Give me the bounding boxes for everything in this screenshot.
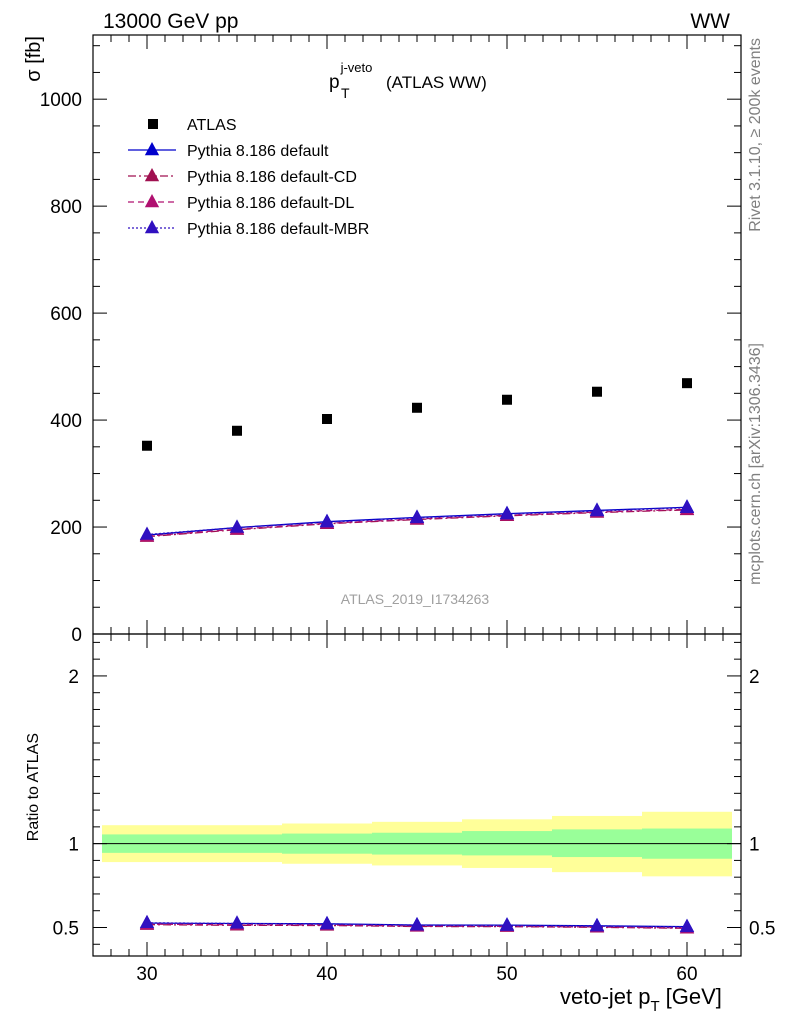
legend-swatch-marker bbox=[144, 193, 160, 208]
plot-title: pj-veto bbox=[329, 60, 372, 93]
x-tick-label: 60 bbox=[676, 964, 697, 985]
ratio-y-tick-label-right: 2 bbox=[749, 667, 760, 688]
legend: ATLAS Pythia 8.186 default Pythia 8.186 de… bbox=[128, 117, 369, 238]
rivet-label: Rivet 3.1.10, ≥ 200k events bbox=[747, 38, 764, 232]
legend-label: Pythia 8.186 default-DL bbox=[187, 195, 354, 212]
plot-title-sub: T bbox=[341, 85, 350, 101]
main-series-markers bbox=[139, 378, 695, 542]
data-point-atlas bbox=[142, 440, 152, 451]
ratio-y-tick-label-right: 1 bbox=[749, 835, 760, 856]
data-point-pythia bbox=[229, 519, 245, 533]
legend-label: Pythia 8.186 default-CD bbox=[187, 169, 357, 186]
x-axis-label: veto-jet pT [GeV] bbox=[560, 984, 722, 1015]
y-tick-label: 600 bbox=[50, 304, 82, 325]
ratio-data-point bbox=[319, 916, 335, 930]
ratio-y-tick-label: 2 bbox=[68, 667, 79, 688]
x-axis-label-unit: [GeV] bbox=[666, 984, 722, 1009]
ratio-data-point bbox=[589, 918, 605, 932]
ratio-data-point bbox=[679, 918, 695, 933]
legend-swatch-marker bbox=[144, 167, 160, 182]
ratio-uncertainty-bands bbox=[93, 811, 741, 877]
y-tick-label: 1000 bbox=[40, 90, 82, 111]
x-tick-label: 30 bbox=[136, 964, 157, 985]
y-tick-label: 400 bbox=[50, 411, 82, 432]
data-point-pythia bbox=[679, 499, 695, 513]
legend-swatch-marker bbox=[144, 219, 160, 234]
x-tick-label: 40 bbox=[316, 964, 337, 985]
data-point-pythia bbox=[499, 506, 515, 520]
ratio-y-tick-label-right: 0.5 bbox=[749, 918, 775, 939]
legend-entry: Pythia 8.186 default-MBR bbox=[128, 219, 369, 238]
data-point-atlas bbox=[592, 386, 602, 397]
x-axis-label-sub: T bbox=[651, 998, 660, 1015]
legend-label: Pythia 8.186 default-MBR bbox=[187, 221, 369, 238]
ratio-data-point bbox=[409, 917, 425, 931]
data-point-pythia bbox=[319, 514, 335, 528]
data-point-atlas bbox=[682, 378, 692, 389]
ratio-y-axis-label: Ratio to ATLAS bbox=[25, 733, 42, 841]
main-y-axis-label: σ [fb] bbox=[23, 36, 45, 82]
mcplots-label: mcplots.cern.ch [arXiv:1306.3436] bbox=[747, 343, 764, 585]
y-tick-label: 0 bbox=[71, 625, 82, 646]
legend-entry: ATLAS bbox=[148, 117, 237, 134]
data-point-atlas bbox=[502, 394, 512, 405]
ratio-data-point bbox=[139, 914, 155, 928]
ratio-data-point bbox=[229, 915, 245, 929]
x-tick-label: 50 bbox=[496, 964, 517, 985]
legend-label: Pythia 8.186 default bbox=[187, 143, 329, 160]
data-point-pythia bbox=[139, 526, 155, 540]
data-point-pythia bbox=[589, 502, 605, 517]
legend-entry: Pythia 8.186 default bbox=[128, 141, 329, 160]
ratio-panel-frame bbox=[92, 633, 742, 957]
data-point-atlas bbox=[322, 414, 332, 425]
ratio-data-point bbox=[499, 917, 515, 931]
process-label: WW bbox=[690, 10, 730, 33]
analysis-tag: ATLAS_2019_I1734263 bbox=[341, 591, 490, 607]
y-tick-label: 800 bbox=[50, 197, 82, 218]
legend-entry: Pythia 8.186 default-CD bbox=[128, 167, 357, 186]
data-point-pythia bbox=[409, 509, 425, 524]
y-tick-label: 200 bbox=[50, 518, 82, 539]
data-point-atlas bbox=[232, 425, 242, 436]
ratio-series-markers bbox=[139, 914, 695, 934]
plot-title-main: p bbox=[329, 72, 340, 93]
legend-swatch-square bbox=[148, 119, 158, 129]
axis-ticks bbox=[93, 35, 741, 956]
data-point-atlas bbox=[412, 402, 422, 413]
ratio-y-tick-label: 1 bbox=[68, 835, 79, 856]
legend-swatch-marker bbox=[144, 141, 160, 156]
ratio-y-tick-label: 0.5 bbox=[53, 918, 79, 939]
plot-title-sup: j-veto bbox=[340, 60, 373, 75]
legend-label: ATLAS bbox=[187, 117, 237, 134]
plot-title-suffix: (ATLAS WW) bbox=[386, 73, 487, 92]
legend-entry: Pythia 8.186 default-DL bbox=[128, 193, 354, 212]
x-axis-label-main: veto-jet p bbox=[560, 984, 651, 1009]
energy-label: 13000 GeV pp bbox=[103, 10, 238, 33]
